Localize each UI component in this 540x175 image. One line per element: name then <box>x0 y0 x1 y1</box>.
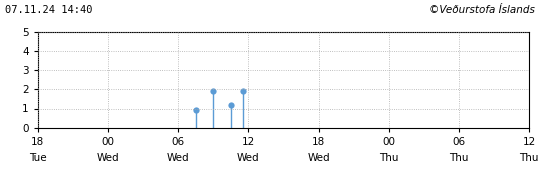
Text: ©Veðurstofa Íslands: ©Veðurstofa Íslands <box>429 5 535 15</box>
Text: 07.11.24 14:40: 07.11.24 14:40 <box>5 5 93 15</box>
Text: Wed: Wed <box>307 153 330 163</box>
Text: Thu: Thu <box>519 153 539 163</box>
Text: Wed: Wed <box>97 153 119 163</box>
Text: Thu: Thu <box>449 153 469 163</box>
Text: Thu: Thu <box>379 153 399 163</box>
Text: Tue: Tue <box>29 153 46 163</box>
Text: Wed: Wed <box>167 153 190 163</box>
Text: Wed: Wed <box>237 153 260 163</box>
